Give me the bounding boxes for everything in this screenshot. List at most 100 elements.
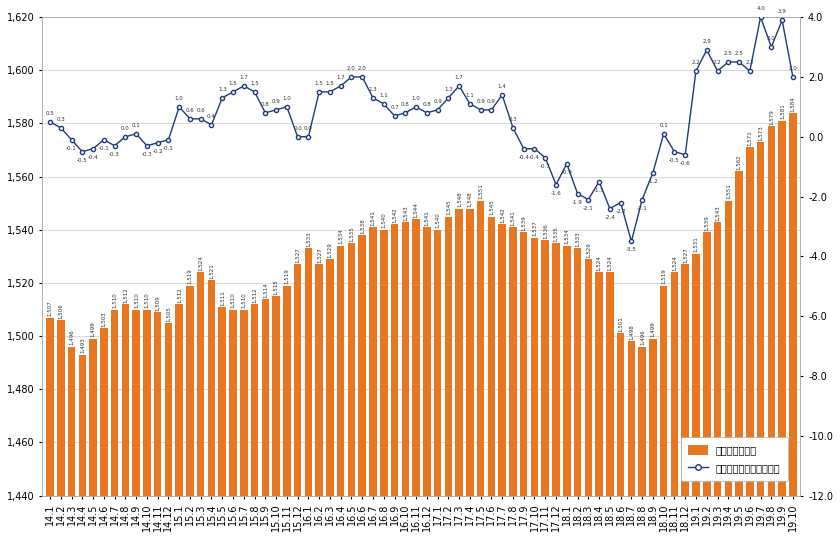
Bar: [154, 312, 161, 495]
Text: 0.0: 0.0: [293, 126, 302, 131]
Text: 1,521: 1,521: [209, 263, 214, 279]
Text: 1.5: 1.5: [228, 81, 238, 86]
Text: 1,544: 1,544: [413, 202, 418, 218]
Bar: [703, 232, 711, 495]
Text: 2.5: 2.5: [724, 51, 732, 56]
Bar: [100, 328, 108, 495]
Bar: [681, 264, 689, 495]
Bar: [509, 227, 517, 495]
Text: 1,512: 1,512: [252, 287, 257, 303]
Text: 1.7: 1.7: [239, 75, 248, 80]
Text: 1,519: 1,519: [187, 268, 192, 284]
Text: 1.3: 1.3: [444, 87, 453, 92]
Bar: [746, 147, 753, 495]
Text: 1,536: 1,536: [543, 223, 548, 239]
Text: -0.2: -0.2: [152, 148, 163, 154]
Text: 1,531: 1,531: [694, 237, 699, 252]
Bar: [498, 224, 506, 495]
Text: 1.3: 1.3: [218, 87, 227, 92]
Text: 1,512: 1,512: [123, 287, 128, 303]
Bar: [337, 246, 344, 495]
Text: 0.3: 0.3: [56, 117, 66, 122]
Bar: [197, 272, 204, 495]
Bar: [294, 264, 302, 495]
Text: -0.5: -0.5: [77, 158, 87, 162]
Text: -0.5: -0.5: [669, 158, 680, 162]
Text: 1,510: 1,510: [144, 293, 150, 308]
Text: 0.0: 0.0: [121, 126, 129, 131]
Text: 1,551: 1,551: [726, 183, 731, 199]
Text: 1,534: 1,534: [339, 229, 344, 244]
Text: 1,542: 1,542: [392, 208, 397, 223]
Text: 1,541: 1,541: [424, 210, 429, 226]
Text: 2.2: 2.2: [745, 60, 754, 65]
Bar: [423, 227, 431, 495]
Bar: [412, 219, 420, 495]
Bar: [176, 305, 183, 495]
Bar: [133, 309, 140, 495]
Bar: [57, 320, 65, 495]
Bar: [78, 355, 86, 495]
Text: 2.0: 2.0: [358, 66, 366, 71]
Text: -0.3: -0.3: [109, 152, 120, 157]
Text: 1,571: 1,571: [748, 130, 753, 146]
Text: 1.5: 1.5: [315, 81, 323, 86]
Bar: [218, 307, 226, 495]
Text: 1,548: 1,548: [457, 192, 462, 207]
Text: 1,545: 1,545: [489, 200, 494, 215]
Text: 0.6: 0.6: [197, 108, 205, 113]
Text: 1,496: 1,496: [639, 330, 644, 345]
Bar: [574, 249, 581, 495]
Text: -0.3: -0.3: [141, 152, 152, 157]
Text: 1,506: 1,506: [58, 303, 63, 319]
Text: 1,527: 1,527: [683, 247, 688, 263]
Text: 1,519: 1,519: [285, 268, 289, 284]
Text: 3.0: 3.0: [767, 36, 775, 41]
Bar: [649, 339, 657, 495]
Text: 1,501: 1,501: [618, 316, 623, 332]
Text: 0.1: 0.1: [132, 123, 140, 128]
Text: 0.9: 0.9: [487, 99, 496, 104]
Text: 1,510: 1,510: [112, 293, 117, 308]
Text: 1.7: 1.7: [454, 75, 464, 80]
Text: 1,519: 1,519: [661, 268, 666, 284]
Text: 1,537: 1,537: [532, 221, 537, 237]
Text: 0.8: 0.8: [261, 102, 270, 107]
Text: 2.2: 2.2: [691, 60, 701, 65]
Text: 1,493: 1,493: [80, 338, 85, 353]
Bar: [122, 305, 129, 495]
Bar: [520, 232, 528, 495]
Bar: [111, 309, 118, 495]
Text: 2.0: 2.0: [347, 66, 356, 71]
Text: 1,505: 1,505: [166, 306, 171, 322]
Text: 0.9: 0.9: [433, 99, 442, 104]
Text: -2.1: -2.1: [583, 206, 594, 210]
Text: 1,499: 1,499: [91, 322, 96, 337]
Text: 1,524: 1,524: [198, 255, 203, 271]
Text: -0.1: -0.1: [163, 146, 174, 151]
Text: 1,581: 1,581: [780, 104, 785, 119]
Text: 0.8: 0.8: [423, 102, 431, 107]
Bar: [477, 201, 485, 495]
Bar: [757, 142, 764, 495]
Bar: [240, 309, 248, 495]
Bar: [89, 339, 97, 495]
Bar: [779, 121, 786, 495]
Text: 1,527: 1,527: [295, 247, 300, 263]
Text: 1.1: 1.1: [465, 93, 475, 98]
Text: 4.0: 4.0: [756, 6, 765, 11]
Text: -0.4: -0.4: [529, 155, 540, 160]
Text: 1,496: 1,496: [69, 330, 74, 345]
Text: 1,498: 1,498: [629, 324, 634, 340]
Bar: [670, 272, 678, 495]
Bar: [735, 171, 743, 495]
Bar: [692, 254, 700, 495]
Text: 0.3: 0.3: [508, 117, 517, 122]
Text: 0.4: 0.4: [207, 114, 216, 119]
Text: -3.5: -3.5: [626, 247, 637, 252]
Bar: [466, 209, 474, 495]
Text: 1,510: 1,510: [134, 293, 139, 308]
Bar: [433, 230, 441, 495]
Text: -2.4: -2.4: [605, 215, 615, 220]
Text: 1,535: 1,535: [554, 226, 559, 242]
